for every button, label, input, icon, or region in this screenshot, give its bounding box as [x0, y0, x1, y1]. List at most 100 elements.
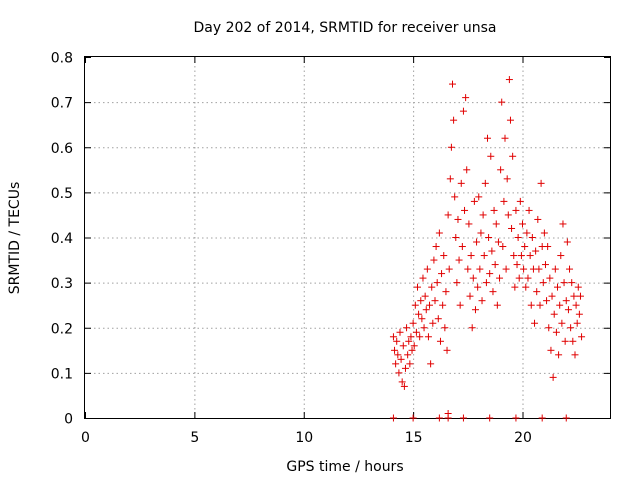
data-point: [477, 229, 485, 237]
data-point: [411, 301, 419, 309]
data-point: [561, 337, 569, 345]
data-point: [519, 220, 526, 228]
data-point: [435, 229, 443, 237]
data-point: [393, 337, 401, 345]
data-point: [406, 360, 414, 368]
data-point: [408, 346, 416, 354]
data-point: [520, 265, 528, 273]
data-point: [511, 283, 519, 291]
data-point: [404, 351, 412, 359]
data-point: [488, 247, 496, 255]
data-point: [409, 319, 417, 327]
data-point: [475, 193, 483, 201]
data-point: [427, 360, 435, 368]
data-point: [464, 265, 472, 273]
data-point: [449, 80, 456, 88]
data-point: [436, 337, 444, 345]
data-point: [552, 328, 560, 336]
data-point: [476, 265, 484, 273]
grid: [85, 57, 610, 418]
data-point: [420, 324, 428, 332]
data-point: [569, 337, 577, 345]
data-point: [545, 324, 553, 332]
data-point: [409, 414, 417, 422]
data-point: [556, 301, 564, 309]
data-point: [463, 166, 471, 174]
data-point: [492, 220, 500, 228]
data-point: [508, 224, 516, 232]
data-point: [560, 279, 568, 287]
data-point: [559, 220, 567, 228]
data-point: [465, 220, 473, 228]
data-point: [486, 270, 494, 278]
data-point: [543, 297, 551, 305]
y-tick-label: 0.5: [51, 186, 73, 202]
data-point: [459, 107, 467, 115]
y-tick-label: 0: [64, 412, 73, 428]
data-point: [456, 301, 464, 309]
data-point: [547, 346, 555, 354]
data-point: [526, 252, 534, 260]
data-point: [496, 274, 504, 282]
data-point: [443, 346, 451, 354]
data-point: [510, 252, 518, 260]
data-point: [555, 351, 563, 359]
data-point: [452, 234, 460, 241]
data-point: [494, 238, 502, 246]
data-point: [539, 279, 547, 287]
plot-frame: [84, 56, 611, 419]
data-point: [419, 274, 427, 282]
data-point: [405, 337, 413, 345]
data-point: [562, 414, 570, 422]
data-point: [396, 328, 404, 336]
data-point: [568, 279, 576, 287]
y-tick-label: 0.1: [51, 366, 73, 382]
x-tick-label: 0: [81, 430, 90, 446]
data-point: [429, 319, 437, 327]
data-point: [395, 369, 403, 377]
data-point: [490, 206, 498, 214]
data-point: [434, 315, 442, 323]
data-point: [444, 211, 452, 219]
data-point: [521, 243, 529, 251]
data-point: [467, 252, 475, 260]
data-point: [470, 197, 478, 205]
data-point: [426, 301, 434, 309]
data-point: [562, 297, 570, 305]
data-point: [418, 315, 426, 323]
data-point: [399, 342, 407, 350]
data-point: [431, 297, 439, 305]
data-point: [537, 179, 545, 187]
data-point: [444, 414, 452, 422]
data-point: [469, 274, 477, 282]
data-point: [446, 175, 454, 183]
ticks: 0 5 10 15 20 0 0.1 0.2 0.3 0.4 0.5 0.6 0.7 0.8: [51, 51, 610, 446]
x-axis-label: GPS time / hours: [286, 459, 403, 475]
y-axis-label: SRMTID / TECUs: [7, 182, 23, 295]
data-point: [459, 414, 467, 422]
data-point: [454, 215, 462, 223]
data-point: [497, 166, 505, 174]
data-point: [516, 197, 524, 205]
data-point: [423, 265, 431, 273]
data-point: [515, 274, 523, 282]
data-point: [517, 252, 525, 260]
data-point: [445, 265, 453, 273]
data-point: [424, 333, 432, 341]
data-point: [564, 306, 572, 314]
data-point: [447, 143, 455, 151]
data-point: [400, 382, 408, 390]
data-point: [397, 355, 405, 363]
data-point: [571, 351, 579, 359]
data-point: [573, 319, 581, 327]
data-point: [500, 197, 508, 205]
data-point: [487, 152, 495, 160]
data-point: [462, 94, 470, 102]
data-point: [391, 346, 399, 354]
data-point: [440, 252, 448, 260]
data-point: [451, 193, 459, 201]
data-point: [574, 283, 582, 291]
data-point: [489, 288, 497, 296]
data-point: [503, 175, 511, 183]
data-point: [442, 288, 450, 296]
